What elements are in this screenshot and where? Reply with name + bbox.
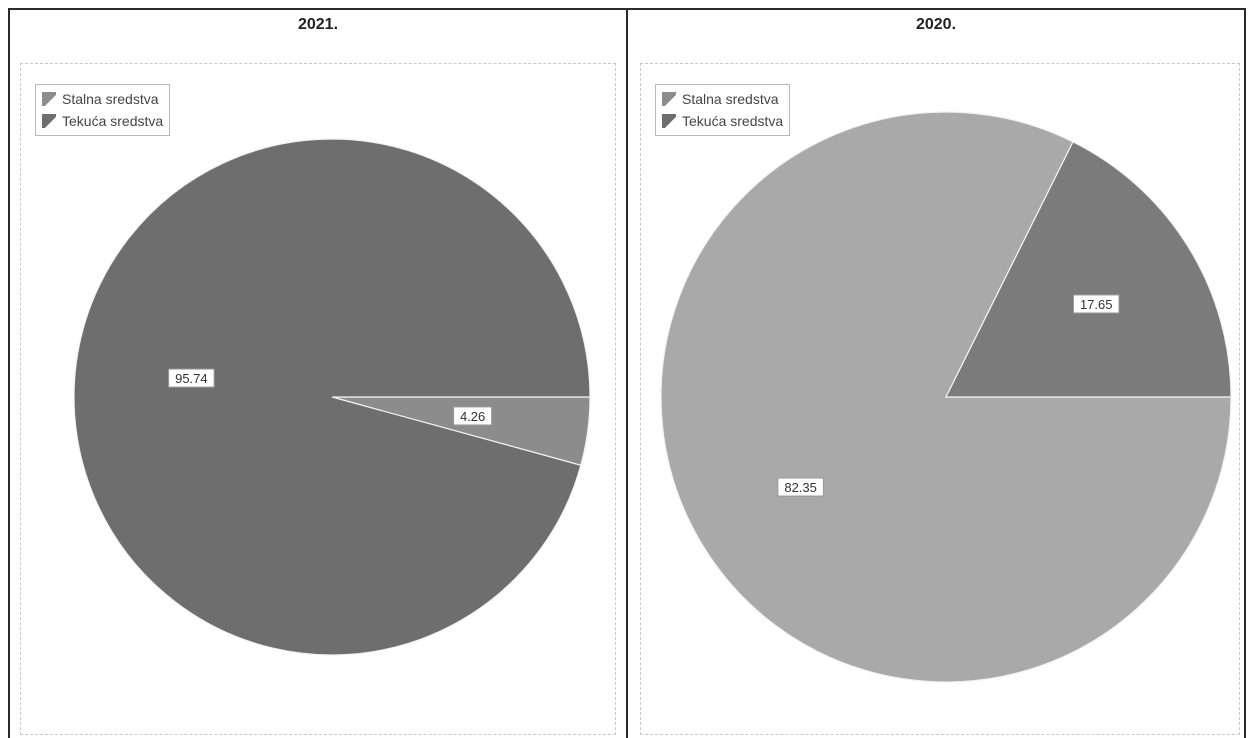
- pie-slice-teku-a-sredstva: [73, 138, 591, 656]
- data-label: 17.65: [1072, 294, 1120, 314]
- legend-2021: Stalna sredstva Tekuća sredstva: [35, 84, 171, 136]
- legend-item-stalna-sredstva: Stalna sredstva: [662, 88, 783, 110]
- chart-panel-2020: 2020. Stalna sredstva Tekuća sredstva 82…: [628, 8, 1244, 738]
- data-label-text: 4.26: [460, 409, 485, 424]
- legend-label: Tekuća sredstva: [682, 113, 784, 129]
- plot-area-2021: Stalna sredstva Tekuća sredstva 4.26 95.7…: [20, 63, 616, 735]
- pie-chart-2020: 82.35 17.65: [660, 111, 1232, 683]
- data-label-box: [453, 406, 493, 426]
- data-label: 82.35: [777, 477, 824, 497]
- legend-label: Stalna sredstva: [62, 91, 159, 107]
- data-label-text: 95.74: [175, 371, 208, 386]
- legend-swatch-icon: [42, 114, 56, 128]
- data-label-box: [168, 368, 215, 388]
- legend-item-tekuca-sredstva: Tekuća sredstva: [42, 110, 163, 132]
- chart-title-2021: 2021.: [297, 16, 339, 33]
- legend-label: Tekuća sredstva: [62, 113, 164, 129]
- plot-area-2020: Stalna sredstva Tekuća sredstva 82.35 17.…: [640, 63, 1240, 735]
- data-label: 95.74: [168, 368, 215, 388]
- data-label-box: [777, 477, 824, 497]
- pie-chart-2021: 4.26 95.74: [73, 138, 591, 656]
- legend-item-tekuca-sredstva: Tekuća sredstva: [662, 110, 783, 132]
- data-label-text: 82.35: [784, 480, 817, 495]
- legend-2020: Stalna sredstva Tekuća sredstva: [655, 84, 791, 136]
- legend-label: Stalna sredstva: [682, 91, 779, 107]
- legend-swatch-icon: [662, 114, 676, 128]
- chart-title-2020: 2020.: [915, 16, 957, 33]
- data-label: 4.26: [453, 406, 493, 426]
- data-label-box: [1072, 294, 1120, 314]
- pie-slice-teku-a-sredstva: [945, 141, 1232, 398]
- chart-panel-2021: 2021. Stalna sredstva Tekuća sredstva 4.…: [10, 8, 626, 738]
- legend-swatch-icon: [42, 92, 56, 106]
- data-label-text: 17.65: [1080, 297, 1113, 312]
- legend-item-stalna-sredstva: Stalna sredstva: [42, 88, 163, 110]
- column-divider: [626, 8, 628, 738]
- legend-swatch-icon: [662, 92, 676, 106]
